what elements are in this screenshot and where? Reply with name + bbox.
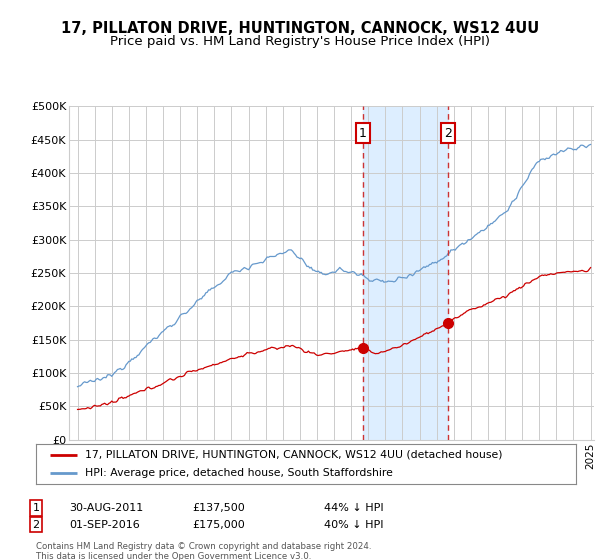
Text: 17, PILLATON DRIVE, HUNTINGTON, CANNOCK, WS12 4UU: 17, PILLATON DRIVE, HUNTINGTON, CANNOCK,… <box>61 21 539 36</box>
Text: £175,000: £175,000 <box>192 520 245 530</box>
Text: 1: 1 <box>32 503 40 513</box>
Text: 17, PILLATON DRIVE, HUNTINGTON, CANNOCK, WS12 4UU (detached house): 17, PILLATON DRIVE, HUNTINGTON, CANNOCK,… <box>85 450 502 460</box>
Text: 2: 2 <box>444 127 452 139</box>
Text: 30-AUG-2011: 30-AUG-2011 <box>69 503 143 513</box>
Bar <box>362 106 448 440</box>
Text: £137,500: £137,500 <box>192 503 245 513</box>
Text: 2: 2 <box>32 520 40 530</box>
Text: Price paid vs. HM Land Registry's House Price Index (HPI): Price paid vs. HM Land Registry's House … <box>110 35 490 48</box>
Text: 44% ↓ HPI: 44% ↓ HPI <box>324 503 383 513</box>
Text: 1: 1 <box>359 127 367 139</box>
Text: HPI: Average price, detached house, South Staffordshire: HPI: Average price, detached house, Sout… <box>85 468 392 478</box>
Text: 01-SEP-2016: 01-SEP-2016 <box>69 520 140 530</box>
Text: Contains HM Land Registry data © Crown copyright and database right 2024.
This d: Contains HM Land Registry data © Crown c… <box>36 542 371 560</box>
Text: 40% ↓ HPI: 40% ↓ HPI <box>324 520 383 530</box>
